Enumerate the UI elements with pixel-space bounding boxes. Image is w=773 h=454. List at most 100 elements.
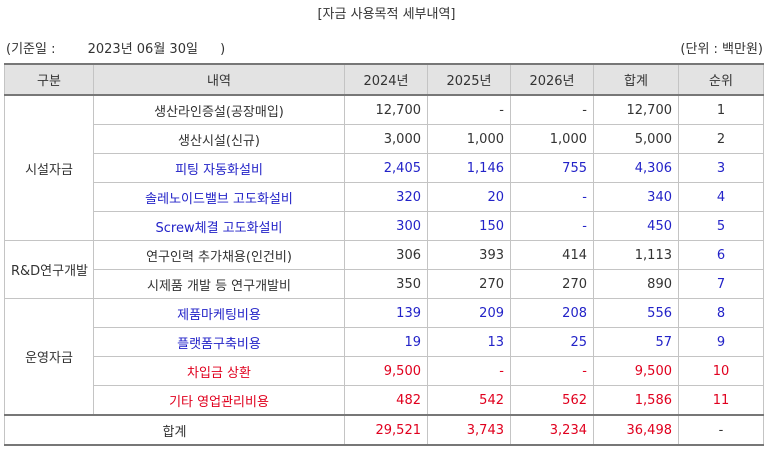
cell-2026: - <box>510 94 594 125</box>
cell-2025: - <box>427 356 511 386</box>
cell-2024: 482 <box>344 385 428 416</box>
table-row: 운영자금 제품마케팅비용 139 209 208 556 8 <box>4 298 764 416</box>
unit-label: (단위 : 백만원) <box>680 42 763 57</box>
row-item: 제품마케팅비용 <box>93 298 345 328</box>
cell-total: 890 <box>593 269 679 299</box>
table-row: 생산시설(신규) 3,000 1,000 1,000 5,000 2 <box>5 124 764 154</box>
cell-2026: 562 <box>510 385 594 416</box>
reference-date-close: ) <box>220 42 226 57</box>
row-item: Screw체결 고도화설비 <box>93 211 345 241</box>
cell-2025: 393 <box>427 240 511 270</box>
cell-total: 57 <box>593 327 679 357</box>
cell-2024: 139 <box>344 298 428 328</box>
cell-rank: 2 <box>678 124 764 154</box>
cell-2025: 1,000 <box>427 124 511 154</box>
cell-total: 556 <box>593 298 679 328</box>
cell-2025: 542 <box>427 385 511 416</box>
header-total: 합계 <box>593 63 679 96</box>
total-label: 합계 <box>4 414 345 446</box>
total-rank: - <box>678 414 764 446</box>
cell-rank: 4 <box>678 182 764 212</box>
row-category: R&D연구개발 <box>4 240 94 299</box>
cell-total: 1,586 <box>593 385 679 416</box>
row-item: 연구인력 추가채용(인건비) <box>93 240 345 270</box>
cell-rank: 6 <box>678 240 764 270</box>
cell-2026: - <box>510 211 594 241</box>
reference-date-label: (기준일 : <box>6 42 56 57</box>
fund-usage-table: 구분 내역 2024년 2025년 2026년 합계 순위 시설자금 생산라인증설… <box>4 63 764 446</box>
header-item: 내역 <box>93 63 345 96</box>
header-2026: 2026년 <box>510 63 594 96</box>
total-2026: 3,234 <box>510 414 594 446</box>
table-row: 솔레노이드밸브 고도화설비 320 20-340 4 <box>5 182 764 212</box>
table-row: 기타 영업관리비용 482 542 562 1,586 11 <box>5 385 764 416</box>
header-row: 구분 내역 2024년 2025년 2026년 합계 순위 <box>4 63 764 96</box>
table-title: [자금 사용목적 세부내역] <box>317 7 456 22</box>
cell-rank: 9 <box>678 327 764 357</box>
row-item: 시제품 개발 등 연구개발비 <box>93 269 345 299</box>
cell-total: 9,500 <box>593 356 679 386</box>
table-row: 시제품 개발 등 연구개발비 350 270 270 890 7 <box>5 269 764 299</box>
total-2024: 29,521 <box>344 414 428 446</box>
cell-2025: 20 <box>427 182 511 212</box>
total-sum: 36,498 <box>593 414 679 446</box>
cell-2026: - <box>510 356 594 386</box>
cell-total: 12,700 <box>593 94 679 125</box>
cell-2026: 755 <box>510 153 594 183</box>
header-category: 구분 <box>4 63 94 96</box>
cell-2026: - <box>510 182 594 212</box>
cell-total: 4,306 <box>593 153 679 183</box>
cell-2024: 3,000 <box>344 124 428 154</box>
cell-2025: 13 <box>427 327 511 357</box>
table-row: 플랫폼구축비용 19 13 25 57 9 <box>5 327 764 357</box>
row-item: 생산시설(신규) <box>93 124 345 154</box>
cell-rank: 7 <box>678 269 764 299</box>
cell-2024: 306 <box>344 240 428 270</box>
cell-2025: 1,146 <box>427 153 511 183</box>
reference-date: (기준일 : 2023년 06월 30일 ) <box>6 38 225 57</box>
header-2024: 2024년 <box>344 63 428 96</box>
cell-2026: 25 <box>510 327 594 357</box>
header-rank: 순위 <box>678 63 764 96</box>
cell-total: 340 <box>593 182 679 212</box>
cell-2025: 209 <box>427 298 511 328</box>
cell-2025: 150 <box>427 211 511 241</box>
table-row: R&D연구개발 연구인력 추가채용(인건비) 306 393 414 1,113 6 <box>4 240 764 299</box>
table-row: 차입금 상환 9,500- -9,500 10 <box>5 356 764 386</box>
row-item: 솔레노이드밸브 고도화설비 <box>93 182 345 212</box>
cell-2026: 1,000 <box>510 124 594 154</box>
cell-2024: 320 <box>344 182 428 212</box>
cell-rank: 11 <box>678 385 764 416</box>
cell-rank: 8 <box>678 298 764 328</box>
cell-2024: 9,500 <box>344 356 428 386</box>
table-row: 시설자금 생산라인증설(공장매입) 12,700- -12,700 1 <box>4 94 764 241</box>
total-row: 합계 29,521 3,743 3,234 36,498- <box>4 414 764 446</box>
cell-rank: 5 <box>678 211 764 241</box>
cell-2024: 350 <box>344 269 428 299</box>
cell-total: 450 <box>593 211 679 241</box>
cell-2024: 2,405 <box>344 153 428 183</box>
table-row: 피팅 자동화설비 2,405 1,146 755 4,306 3 <box>5 153 764 183</box>
header-2025: 2025년 <box>427 63 511 96</box>
row-category: 시설자금 <box>4 94 94 241</box>
row-category: 운영자금 <box>4 298 94 416</box>
cell-2024: 300 <box>344 211 428 241</box>
cell-2026: 270 <box>510 269 594 299</box>
row-item: 기타 영업관리비용 <box>93 385 345 416</box>
cell-2025: - <box>427 94 511 125</box>
cell-total: 5,000 <box>593 124 679 154</box>
cell-2024: 12,700 <box>344 94 428 125</box>
row-item: 생산라인증설(공장매입) <box>93 94 345 125</box>
cell-2026: 208 <box>510 298 594 328</box>
cell-2025: 270 <box>427 269 511 299</box>
cell-total: 1,113 <box>593 240 679 270</box>
row-item: 피팅 자동화설비 <box>93 153 345 183</box>
total-2025: 3,743 <box>427 414 511 446</box>
cell-rank: 3 <box>678 153 764 183</box>
cell-2026: 414 <box>510 240 594 270</box>
cell-rank: 1 <box>678 94 764 125</box>
cell-2024: 19 <box>344 327 428 357</box>
reference-date-value: 2023년 06월 30일 <box>87 42 198 57</box>
cell-rank: 10 <box>678 356 764 386</box>
row-item: 플랫폼구축비용 <box>93 327 345 357</box>
